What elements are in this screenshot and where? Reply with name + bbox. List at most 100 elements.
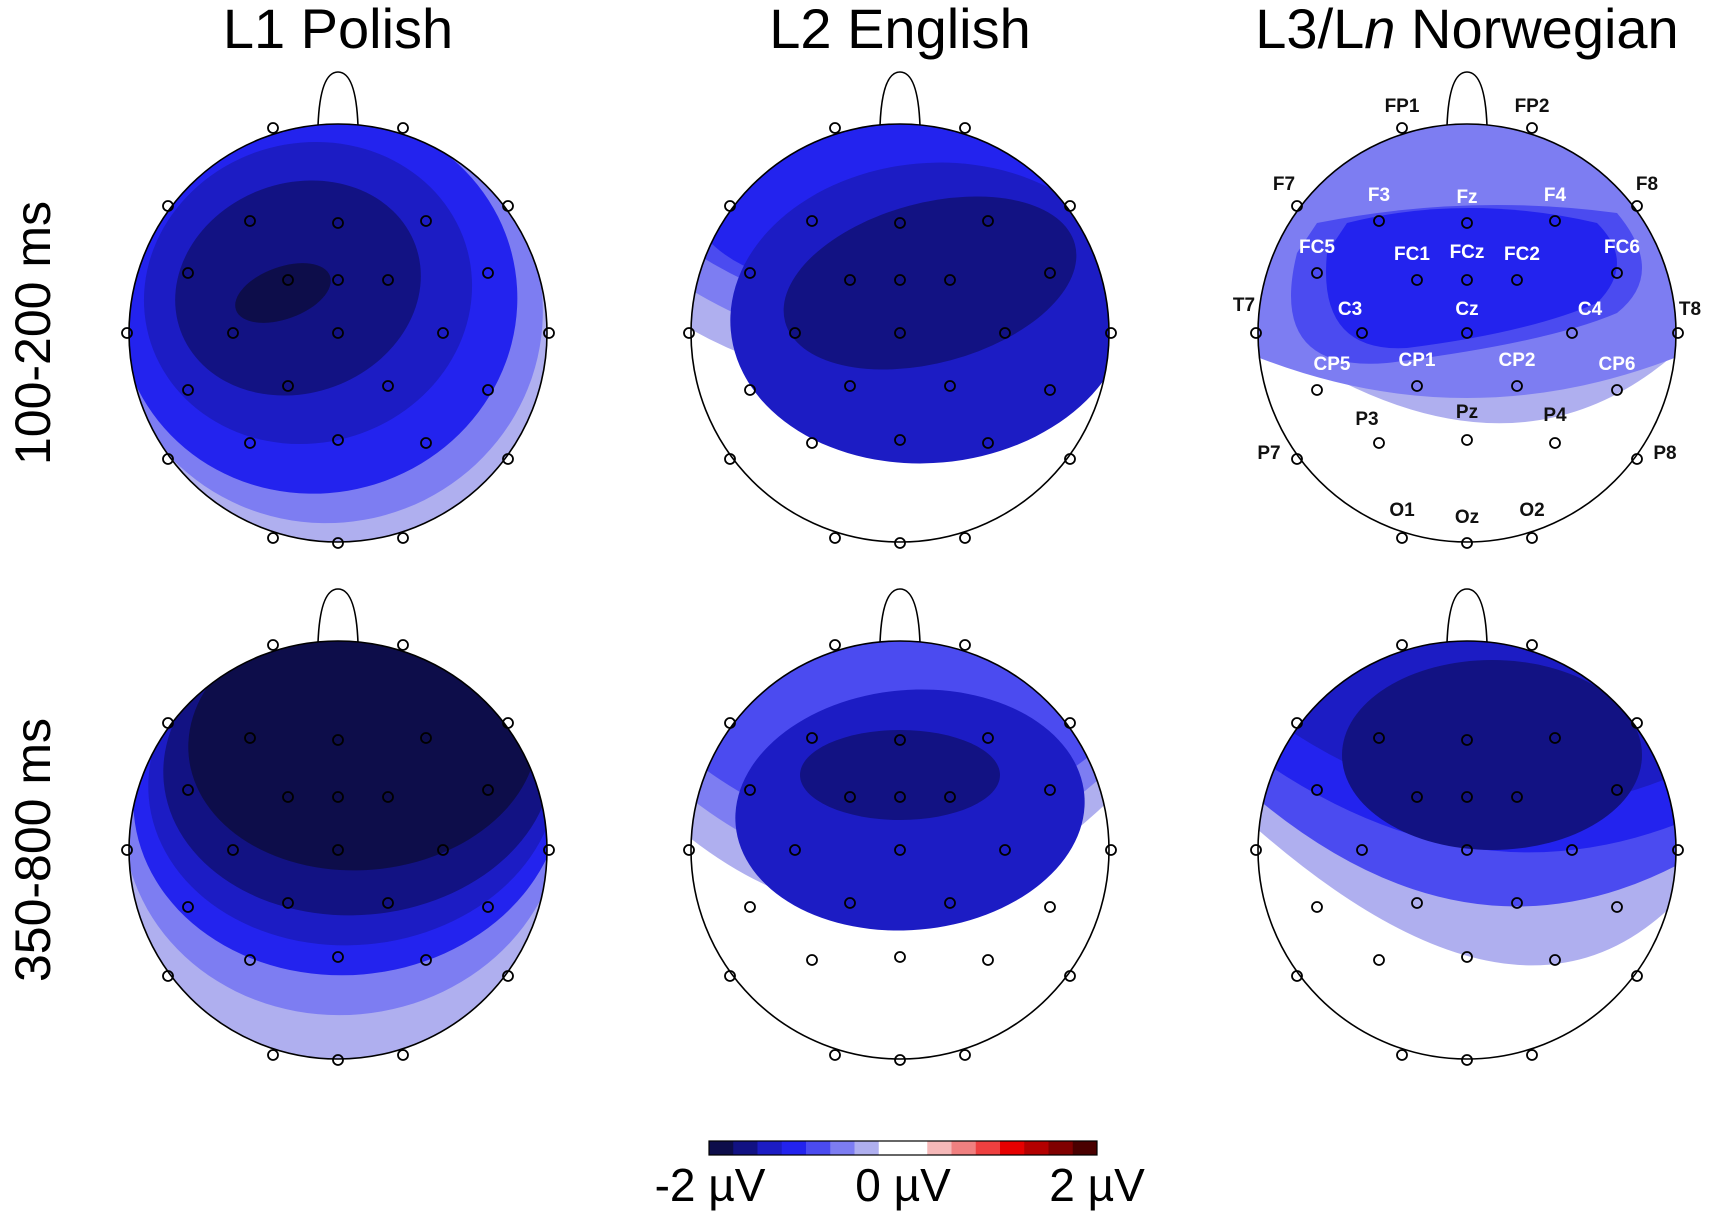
- colorbar-swatch: [903, 1141, 928, 1155]
- electrode-marker-fc5: [182, 267, 194, 279]
- electrode-marker-cp2: [1511, 897, 1523, 909]
- electrode-marker-t8: [1105, 327, 1117, 339]
- electrode-marker-cp5: [744, 384, 756, 396]
- electrode-label-t8: T8: [1679, 299, 1701, 320]
- colorbar-frame: [708, 1140, 1098, 1156]
- electrode-marker-fcz: [894, 791, 906, 803]
- electrode-label-f7: F7: [1273, 174, 1295, 195]
- electrode-marker-cp5: [744, 901, 756, 913]
- head-outline: [128, 123, 548, 543]
- electrode-marker-fcz: [894, 274, 906, 286]
- electrode-marker-fp2: [959, 122, 971, 134]
- electrode-marker-fc2: [1511, 791, 1523, 803]
- contour-fill: [1258, 124, 1676, 542]
- electrode-marker-t7: [121, 844, 133, 856]
- electrode-marker-o2: [1526, 1049, 1538, 1061]
- colorbar-swatch: [1048, 1141, 1074, 1155]
- electrode-label-p7: P7: [1257, 443, 1280, 464]
- electrode-marker-pz: [894, 434, 906, 446]
- electrode-marker-fp1: [1396, 122, 1408, 134]
- electrode-label-p3: P3: [1355, 409, 1378, 430]
- electrode-marker-f8: [502, 200, 514, 212]
- colorbar-swatch: [781, 1141, 807, 1155]
- colorbar: [708, 1140, 1098, 1156]
- nose-outline: [879, 71, 921, 127]
- nose-outline: [317, 71, 359, 127]
- electrode-marker-t7: [1250, 844, 1262, 856]
- electrode-marker-p7: [1291, 453, 1303, 465]
- electrode-marker-p3: [806, 954, 818, 966]
- electrode-label-p4: P4: [1543, 405, 1567, 426]
- electrode-marker-c4: [437, 844, 449, 856]
- colorbar-swatch: [975, 1141, 1001, 1155]
- electrode-marker-fcz: [332, 791, 344, 803]
- head-outline: [1257, 640, 1677, 1060]
- electrode-marker-f4: [982, 215, 994, 227]
- electrode-label-fc6: FC6: [1604, 237, 1640, 258]
- electrode-marker-fc2: [944, 791, 956, 803]
- electrode-marker-oz: [894, 1054, 906, 1066]
- contour-level: [1342, 660, 1642, 850]
- electrode-marker-oz: [1461, 1054, 1473, 1066]
- electrode-marker-f7: [1291, 200, 1303, 212]
- electrode-marker-fp2: [397, 122, 409, 134]
- colorbar-swatch: [878, 1141, 904, 1155]
- electrode-marker-fc1: [282, 274, 294, 286]
- electrode-marker-f4: [982, 732, 994, 744]
- electrode-marker-pz: [332, 951, 344, 963]
- electrode-marker-f4: [1549, 215, 1561, 227]
- electrode-marker-c3: [227, 844, 239, 856]
- colorbar-swatch: [1024, 1141, 1049, 1155]
- contour-level: [800, 730, 1000, 820]
- colorbar-swatch: [951, 1141, 977, 1155]
- electrode-label-cz: Cz: [1455, 299, 1478, 320]
- electrode-marker-fp1: [267, 122, 279, 134]
- electrode-marker-p8: [1631, 453, 1643, 465]
- electrode-marker-fc1: [844, 274, 856, 286]
- electrode-marker-p7: [724, 453, 736, 465]
- electrode-marker-o1: [267, 1049, 279, 1061]
- electrode-marker-fc5: [1311, 784, 1323, 796]
- colorbar-swatch: [1000, 1141, 1025, 1155]
- electrode-marker-p3: [1373, 954, 1385, 966]
- electrode-label-f3: F3: [1368, 185, 1390, 206]
- electrode-marker-f8: [1631, 200, 1643, 212]
- electrode-marker-fz: [1461, 734, 1473, 746]
- electrode-label-fz: Fz: [1456, 187, 1477, 208]
- electrode-marker-pz: [894, 951, 906, 963]
- electrode-marker-fz: [332, 734, 344, 746]
- electrode-marker-pz: [332, 434, 344, 446]
- electrode-marker-p4: [420, 954, 432, 966]
- electrode-marker-o1: [267, 532, 279, 544]
- electrode-marker-fz: [894, 734, 906, 746]
- electrode-marker-cp1: [282, 380, 294, 392]
- electrode-marker-o2: [959, 1049, 971, 1061]
- electrode-marker-fc2: [944, 274, 956, 286]
- contour-fill: [691, 124, 1109, 542]
- electrode-label-c4: C4: [1578, 299, 1603, 320]
- electrode-marker-c4: [437, 327, 449, 339]
- colorbar-min-label: -2 µV: [655, 1159, 766, 1211]
- electrode-marker-p3: [1373, 437, 1385, 449]
- electrode-marker-fp2: [397, 639, 409, 651]
- electrode-label-fc2: FC2: [1504, 244, 1540, 265]
- electrode-marker-f8: [502, 717, 514, 729]
- electrode-marker-cz: [1461, 844, 1473, 856]
- electrode-marker-f7: [724, 717, 736, 729]
- electrode-marker-cz: [894, 327, 906, 339]
- electrode-marker-f7: [724, 200, 736, 212]
- colorbar-swatch: [854, 1141, 880, 1155]
- electrode-marker-o2: [959, 532, 971, 544]
- electrode-marker-fcz: [1461, 274, 1473, 286]
- electrode-marker-p4: [420, 437, 432, 449]
- electrode-marker-cp1: [1411, 380, 1423, 392]
- electrode-marker-cz: [894, 844, 906, 856]
- topomap-l2-100-200: [683, 71, 1117, 549]
- electrode-marker-cp1: [844, 897, 856, 909]
- electrode-marker-p8: [1064, 453, 1076, 465]
- electrode-label-p8: P8: [1653, 443, 1676, 464]
- electrode-marker-fc6: [1044, 267, 1056, 279]
- electrode-marker-fp1: [829, 122, 841, 134]
- electrode-marker-pz: [1461, 434, 1473, 446]
